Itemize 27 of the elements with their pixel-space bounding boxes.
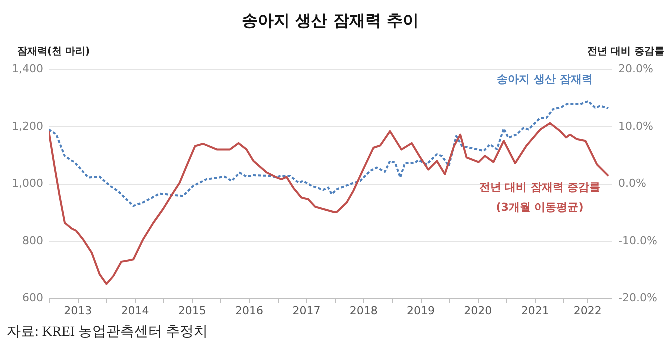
y2-tick-label: 0.0% (618, 177, 646, 190)
x-tick-label: 2021 (521, 304, 550, 318)
y-axis-title: 잠재력(천 마리) (18, 46, 90, 58)
y2-tick-label: -20.0% (618, 292, 658, 304)
series-label: 송아지 생산 잠재력 (497, 73, 593, 86)
text: 자료: KREI 농업관측센터 추정치 (7, 325, 208, 340)
x-tick-label: 2015 (178, 304, 206, 318)
chart-title: 송아지 생산 잠재력 추이 (242, 11, 419, 30)
y-tick-label: 1,000 (12, 177, 44, 190)
series-label: 전년 대비 잠재력 증감률 (3개월 이동평균) (479, 181, 601, 214)
x-tick-label: 2016 (236, 304, 264, 318)
y-tick-label: 1,400 (12, 62, 44, 76)
x-tick-label: 2020 (464, 304, 492, 318)
y2-tick-label: 10.0% (618, 120, 654, 133)
y2-axis-title: 전년 대비 증감률 (588, 46, 664, 58)
y-tick-label: 800 (22, 234, 44, 248)
x-tick-label: 2022 (574, 304, 602, 318)
x-tick-label: 2019 (407, 304, 436, 318)
x-tick-label: 2013 (64, 304, 92, 318)
y2-tick-label: -10.0% (618, 234, 658, 248)
y-tick-label: 1,200 (12, 120, 44, 133)
x-tick-label: 2017 (292, 304, 321, 318)
x-tick-label: 2014 (121, 304, 150, 318)
y-tick-label: 600 (22, 292, 44, 304)
line-series (49, 122, 610, 286)
x-tick-label: 2018 (350, 304, 378, 318)
y2-tick-label: 20.0% (618, 62, 654, 76)
